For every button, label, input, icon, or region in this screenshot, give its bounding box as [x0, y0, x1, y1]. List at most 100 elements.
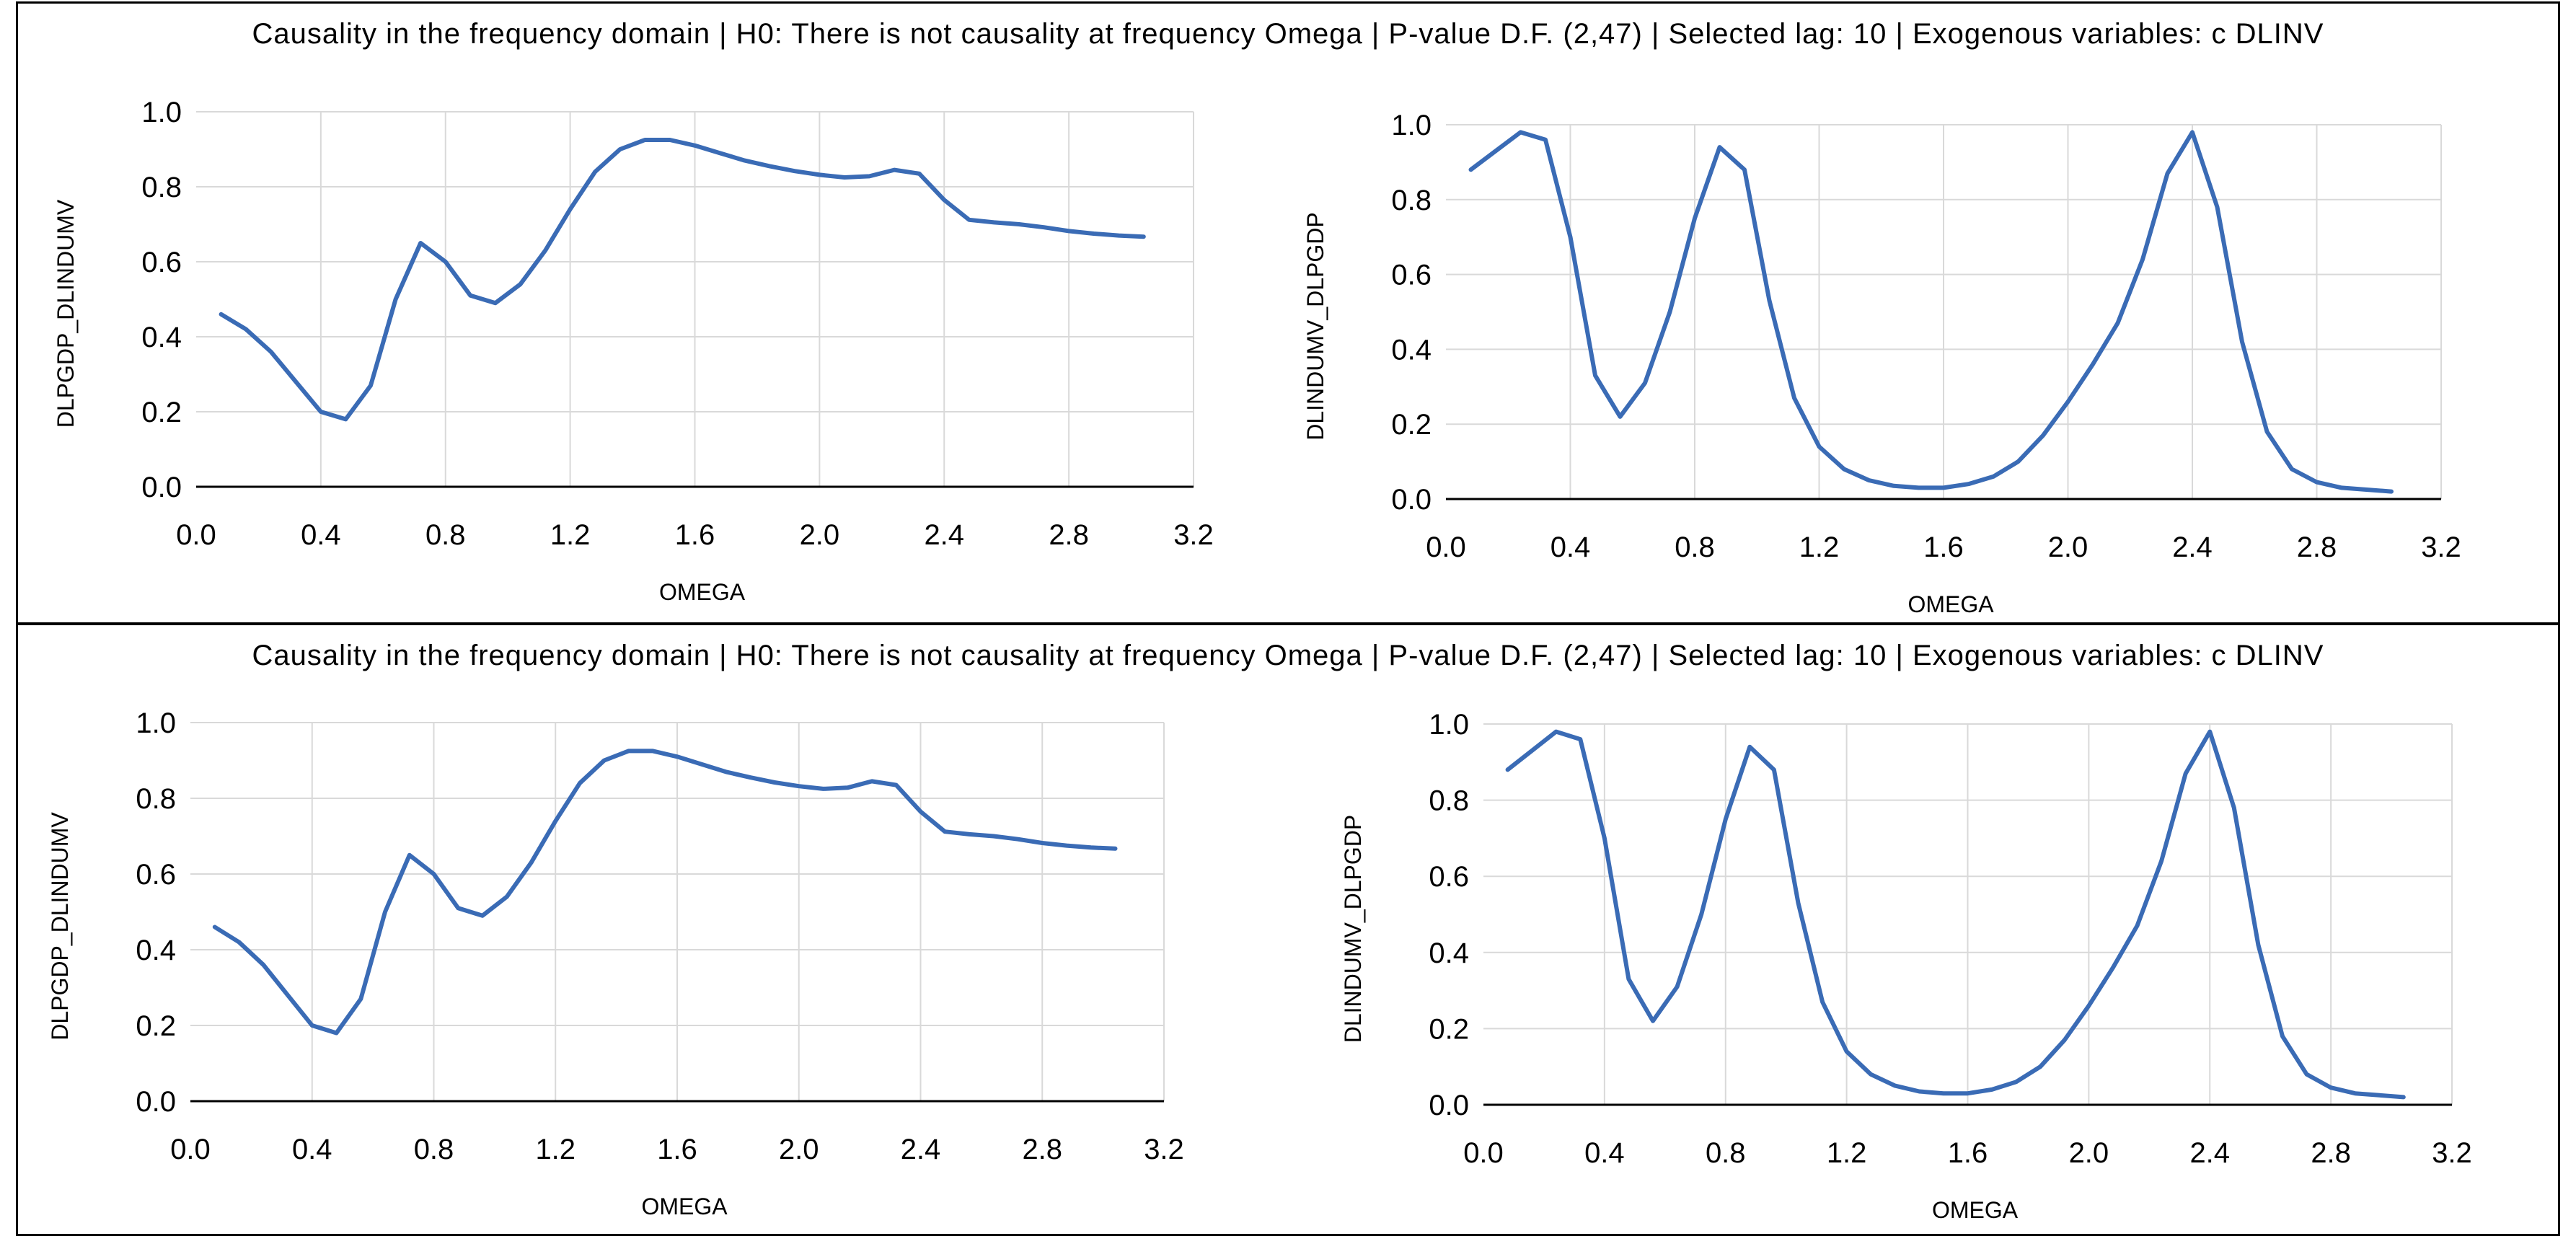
x-tick-label: 3.2 — [2421, 531, 2461, 563]
data-point — [1942, 1092, 1945, 1095]
data-point — [1519, 131, 1522, 133]
data-point — [2316, 481, 2319, 484]
x-tick-label: 1.2 — [1827, 1137, 1867, 1169]
chart-3: 0.0 0.2 0.4 0.6 0.8 1.0 0.0 0.4 0.8 1.2 1.6 2.0 2.4 2… — [47, 707, 1184, 1219]
data-point — [694, 144, 697, 147]
data-point — [846, 786, 849, 789]
data-point — [1967, 482, 1970, 485]
data-point — [419, 242, 422, 244]
y-tick-label: 0.6 — [1429, 861, 1469, 893]
data-point — [569, 208, 572, 211]
panel-title-bottom: Causality in the frequency domain | H0: … — [252, 640, 2324, 671]
x-axis-label: OMEGA — [1907, 591, 1994, 617]
data-point — [238, 941, 241, 944]
data-point — [2136, 924, 2139, 927]
x-axis-label: OMEGA — [641, 1193, 728, 1219]
data-point — [895, 784, 898, 787]
data-point — [1942, 486, 1945, 489]
data-point — [1768, 299, 1771, 302]
data-point — [213, 926, 216, 929]
series-line — [219, 138, 1146, 422]
data-point — [2017, 460, 2020, 463]
data-point — [2184, 772, 2187, 775]
data-point — [270, 350, 273, 353]
panel-bottom: Causality in the frequency domain | H0: … — [16, 623, 2560, 1236]
x-tick-label: 3.2 — [2432, 1137, 2472, 1169]
data-point — [1719, 146, 1721, 149]
data-point — [2087, 1005, 2090, 1007]
chart-2: 0.0 0.2 0.4 0.6 0.8 1.0 0.0 0.4 0.8 1.2 1.6 2.0 2.4 2… — [1302, 110, 2461, 617]
data-point — [1793, 397, 1796, 400]
data-point — [1796, 901, 1799, 904]
data-point — [700, 763, 703, 766]
data-point — [992, 221, 995, 224]
data-point — [1651, 1020, 1654, 1023]
series-line — [1505, 729, 2406, 1100]
x-tick-label: 2.8 — [2297, 531, 2337, 563]
y-tick-label: 0.0 — [136, 1086, 176, 1118]
y-tick-label: 0.2 — [1391, 409, 1432, 441]
data-point — [1748, 746, 1751, 749]
x-tick-label: 0.8 — [1706, 1137, 1746, 1169]
data-point — [1669, 311, 1672, 314]
data-point — [627, 749, 630, 752]
data-point — [992, 835, 995, 838]
data-point — [1818, 445, 1821, 448]
data-point — [2241, 340, 2244, 343]
x-tick-label: 2.0 — [800, 519, 840, 551]
data-point — [2378, 1094, 2381, 1097]
y-tick-label: 0.8 — [1391, 185, 1432, 216]
data-point — [619, 148, 622, 151]
data-point — [1569, 236, 1572, 239]
panel-title-top: Causality in the frequency domain | H0: … — [252, 18, 2324, 50]
data-point — [2266, 431, 2269, 433]
data-point — [1043, 226, 1046, 229]
x-tick-label: 0.4 — [1584, 1137, 1625, 1169]
y-tick-label: 0.4 — [1391, 334, 1432, 366]
y-tick-label: 0.2 — [136, 1010, 176, 1042]
data-point — [578, 782, 581, 785]
data-point — [968, 219, 971, 221]
data-point — [384, 911, 387, 914]
x-tick-label: 0.0 — [1426, 531, 1466, 563]
data-point — [868, 175, 871, 177]
data-point — [2063, 1038, 2066, 1041]
x-tick-label: 0.0 — [176, 519, 216, 551]
series-line — [212, 749, 1118, 1036]
data-point — [1773, 768, 1776, 771]
data-point — [1142, 235, 1145, 238]
data-point — [676, 755, 679, 758]
y-tick-label: 1.0 — [1391, 110, 1432, 141]
x-tick-label: 2.8 — [1022, 1134, 1062, 1165]
data-point — [893, 169, 896, 172]
y-tick-label: 0.8 — [141, 172, 182, 203]
y-tick-label: 0.4 — [141, 322, 182, 353]
data-point — [506, 896, 508, 899]
y-tick-label: 0.8 — [1429, 785, 1469, 817]
x-tick-label: 2.0 — [2048, 531, 2088, 563]
data-point — [335, 1032, 338, 1035]
x-tick-label: 2.8 — [1049, 519, 1089, 551]
data-point — [744, 159, 746, 162]
chart-1: 0.0 0.2 0.4 0.6 0.8 1.0 0.0 0.4 0.8 1.2 1.6 2.0 2.4 2… — [53, 97, 1214, 605]
data-point — [2141, 258, 2144, 261]
data-point — [1555, 731, 1558, 733]
data-point — [1579, 738, 1582, 741]
data-point — [725, 770, 728, 773]
data-point — [1018, 223, 1020, 226]
x-tick-label: 0.0 — [1463, 1137, 1504, 1169]
data-point — [1470, 168, 1473, 171]
data-point — [1693, 217, 1696, 220]
data-point — [433, 873, 436, 875]
data-point — [2365, 488, 2368, 491]
y-tick-label: 0.0 — [1429, 1090, 1469, 1121]
data-point — [1619, 415, 1622, 418]
y-tick-label: 1.0 — [136, 707, 176, 739]
x-tick-label: 1.2 — [550, 519, 591, 551]
data-point — [793, 169, 796, 172]
data-point — [2290, 467, 2293, 470]
data-point — [344, 418, 347, 420]
x-tick-label: 1.6 — [1923, 531, 1964, 563]
data-point — [918, 172, 921, 175]
data-point — [2015, 1080, 2018, 1083]
